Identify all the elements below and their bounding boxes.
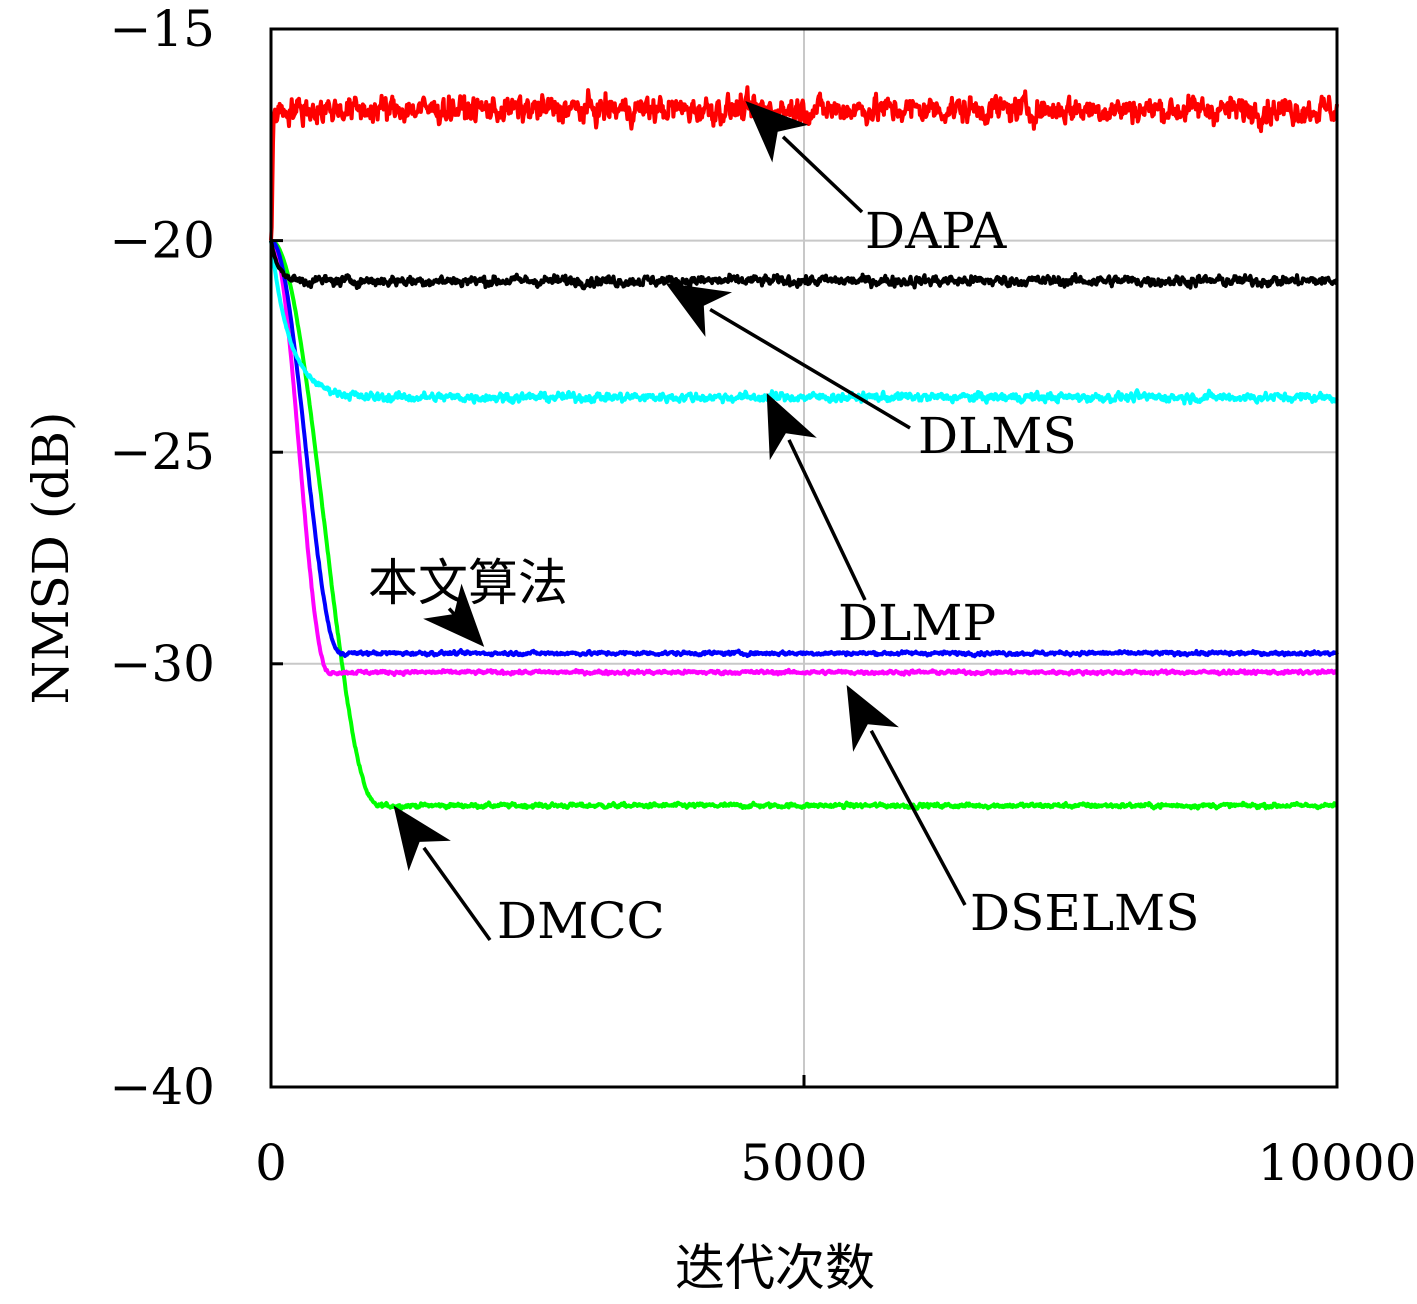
arrow-shaft <box>709 307 911 430</box>
arrow-head <box>766 392 817 461</box>
annotation-arrow <box>745 100 864 214</box>
y-tick-label: −40 <box>109 1058 215 1116</box>
x-tick-label: 5000 <box>740 1134 867 1192</box>
series-lines <box>269 85 1339 811</box>
series-line <box>269 238 1339 659</box>
arrow-shaft <box>422 846 492 942</box>
y-tick-label: −20 <box>109 212 215 270</box>
arrow-head <box>423 583 485 647</box>
grid <box>271 29 1337 1087</box>
annotation-label: DMCC <box>497 892 665 950</box>
annotation-arrow <box>665 282 911 430</box>
annotation-label: DLMP <box>838 594 996 652</box>
annotation-label: DLMS <box>918 407 1077 465</box>
y-tick-label: −25 <box>109 423 215 481</box>
annotation-label: 本文算法 <box>368 554 568 612</box>
x-tick-label: 10000 <box>1257 1134 1416 1192</box>
series-line <box>269 85 1339 241</box>
series-line <box>269 240 1339 291</box>
series-line <box>269 238 1339 811</box>
annotation-arrow <box>766 392 867 601</box>
y-axis-title: NMSD (dB) <box>22 412 80 705</box>
series-line <box>269 238 1339 677</box>
ticks: −15 −20 −25 −30 −40 0 5000 10000 <box>109 0 1416 1192</box>
arrow-head <box>393 805 451 872</box>
annotation-label: DSELMS <box>970 884 1200 942</box>
arrow-shaft <box>869 729 967 906</box>
arrow-shaft <box>787 439 867 601</box>
x-tick-label: 0 <box>255 1134 287 1192</box>
y-tick-label: −15 <box>109 0 215 58</box>
annotation-arrow <box>846 684 967 906</box>
annotation-label: DAPA <box>865 202 1007 260</box>
arrow-shaft <box>781 135 864 214</box>
annotations: DAPA DLMS DLMP 本文算法 DSELMS DMCC <box>368 100 1200 950</box>
annotation-arrow <box>423 583 485 647</box>
y-tick-label: −30 <box>109 635 215 693</box>
arrow-head <box>665 282 733 337</box>
series-line <box>269 240 1339 406</box>
x-axis-title: 迭代次数 <box>675 1239 875 1297</box>
arrow-head <box>846 684 899 752</box>
arrow-head <box>745 100 809 163</box>
arrow-shaft <box>447 607 457 617</box>
annotation-arrow <box>393 805 492 942</box>
